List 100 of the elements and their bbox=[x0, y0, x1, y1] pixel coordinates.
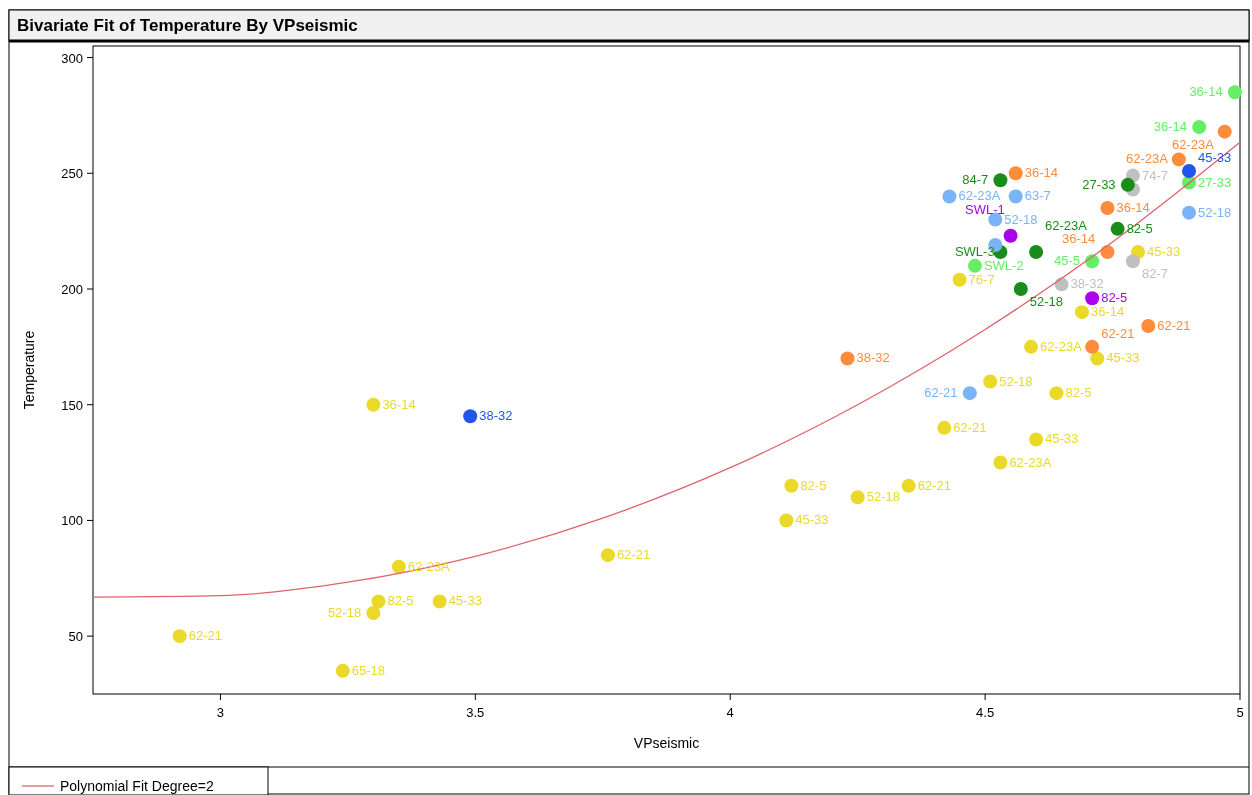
annotation: 62-21 bbox=[1157, 318, 1191, 334]
annotation: SWL-2 bbox=[983, 257, 1024, 273]
chart-title: Bivariate Fit of Temperature By VPseismic bbox=[17, 16, 358, 35]
annotation: 52-18 bbox=[866, 489, 900, 505]
annotation: 76-7 bbox=[968, 271, 995, 287]
y-tick-label: 100 bbox=[61, 513, 83, 529]
point bbox=[1227, 85, 1242, 100]
point bbox=[1085, 339, 1100, 354]
point bbox=[967, 258, 982, 273]
point bbox=[1171, 152, 1186, 167]
annotation: 62-21 bbox=[616, 547, 651, 563]
annotation: 27-33 bbox=[1082, 176, 1116, 192]
x-tick-label: 4 bbox=[726, 705, 734, 720]
point bbox=[1029, 432, 1044, 447]
x-tick-label: 3.5 bbox=[466, 705, 485, 720]
annotation: 62-23A bbox=[1045, 217, 1088, 233]
annotation: 36-14 bbox=[1189, 84, 1223, 100]
point bbox=[1008, 166, 1023, 181]
point bbox=[840, 351, 855, 366]
point bbox=[784, 478, 799, 493]
annotation: 82-5 bbox=[800, 477, 827, 493]
annotation: 45-5 bbox=[1053, 253, 1080, 269]
annotation: 62-23A bbox=[1171, 136, 1215, 152]
point bbox=[391, 559, 406, 574]
point bbox=[952, 272, 967, 287]
point bbox=[937, 420, 952, 435]
point bbox=[335, 663, 350, 678]
annotation: 45-33 bbox=[1045, 431, 1079, 447]
point bbox=[371, 594, 386, 609]
x-tick-label: 3 bbox=[216, 705, 225, 720]
annotation: SWL-3 bbox=[954, 243, 995, 259]
point bbox=[1085, 254, 1100, 269]
point bbox=[1192, 120, 1207, 134]
annotation: 62-23A bbox=[958, 188, 1001, 204]
point bbox=[1003, 228, 1018, 243]
annotation: 36-14 bbox=[1024, 165, 1058, 181]
point bbox=[1217, 124, 1232, 139]
annotation: 82-5 bbox=[387, 593, 414, 609]
point bbox=[993, 455, 1008, 470]
point bbox=[942, 189, 957, 204]
point bbox=[983, 374, 998, 389]
annotation: 38-32 bbox=[479, 408, 513, 424]
y-tick-label: 200 bbox=[61, 282, 83, 297]
point bbox=[463, 409, 478, 424]
annotation: 52-18 bbox=[1198, 204, 1232, 220]
annotation: 82-5 bbox=[1065, 385, 1092, 401]
annotation: 45-33 bbox=[795, 512, 829, 528]
point bbox=[366, 397, 381, 412]
point bbox=[1090, 351, 1105, 366]
annotation: 74-7 bbox=[1141, 167, 1168, 183]
point bbox=[1125, 254, 1140, 269]
point bbox=[1008, 189, 1023, 204]
point bbox=[993, 173, 1008, 188]
annotation: 36-14 bbox=[1153, 119, 1187, 134]
point bbox=[366, 606, 381, 620]
annotation: 82-7 bbox=[1141, 266, 1168, 282]
annotation: 62-21 bbox=[924, 385, 958, 401]
annotation: 36-14 bbox=[1116, 200, 1150, 215]
y-tick-label: 250 bbox=[61, 166, 83, 182]
annotation: 52-18 bbox=[1004, 211, 1038, 227]
annotation: 45-33 bbox=[1106, 350, 1140, 366]
point bbox=[1085, 291, 1100, 306]
annotation: SWL-1 bbox=[965, 201, 1005, 217]
y-tick-label: 150 bbox=[61, 397, 83, 413]
point bbox=[600, 548, 615, 563]
y-tick-label: 50 bbox=[68, 629, 83, 645]
annotation: 82-5 bbox=[1101, 290, 1128, 306]
point bbox=[1182, 205, 1197, 220]
point bbox=[1074, 305, 1089, 320]
annotation: 62-21 bbox=[953, 419, 987, 435]
annotation: 27-33 bbox=[1198, 174, 1232, 190]
point bbox=[1049, 386, 1064, 401]
y-axis-title: Temperature bbox=[21, 330, 37, 410]
point bbox=[432, 594, 447, 609]
point bbox=[1100, 201, 1115, 215]
annotation: 62-21 bbox=[188, 628, 222, 644]
point bbox=[1110, 221, 1125, 236]
annotation: 36-14 bbox=[1061, 230, 1096, 246]
legend-label: Polynomial Fit Degree=2 bbox=[60, 778, 214, 794]
annotation: 62-23A bbox=[1009, 454, 1052, 470]
point bbox=[1100, 244, 1115, 259]
point bbox=[1029, 244, 1044, 259]
annotation: 38-32 bbox=[1070, 276, 1104, 292]
point bbox=[850, 490, 865, 505]
annotation: 62-21 bbox=[1101, 325, 1135, 341]
y-tick-label: 300 bbox=[61, 50, 83, 66]
x-axis-title: VPseismic bbox=[633, 735, 700, 751]
annotation: 52-18 bbox=[1029, 294, 1064, 309]
annotation: 82-5 bbox=[1126, 220, 1153, 236]
point bbox=[1013, 282, 1028, 296]
point bbox=[779, 513, 794, 528]
point bbox=[1182, 163, 1197, 178]
annotation: 45-33 bbox=[448, 593, 482, 609]
annotation: 36-14 bbox=[1090, 304, 1125, 320]
annotation: 62-23A bbox=[1126, 151, 1169, 167]
line-series bbox=[93, 141, 1241, 598]
point bbox=[901, 478, 916, 493]
annotation: 62-21 bbox=[917, 477, 951, 493]
point bbox=[1023, 339, 1038, 354]
annotation: 65-18 bbox=[351, 662, 386, 678]
